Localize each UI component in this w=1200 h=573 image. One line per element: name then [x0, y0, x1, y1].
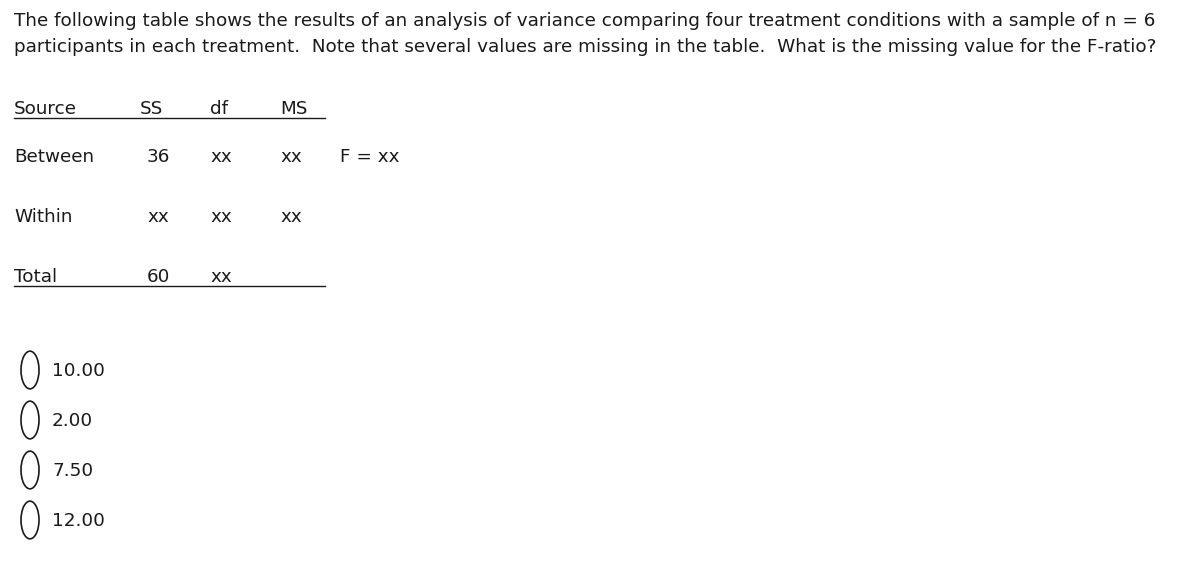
Text: Between: Between — [14, 148, 94, 166]
Text: Total: Total — [14, 268, 58, 286]
Text: F = xx: F = xx — [340, 148, 400, 166]
Text: xx: xx — [210, 208, 232, 226]
Text: 12.00: 12.00 — [52, 512, 104, 530]
Text: Source: Source — [14, 100, 77, 118]
Text: xx: xx — [280, 148, 301, 166]
Text: df: df — [210, 100, 228, 118]
Text: 60: 60 — [148, 268, 170, 286]
Text: The following table shows the results of an analysis of variance comparing four : The following table shows the results of… — [14, 12, 1156, 30]
Text: 7.50: 7.50 — [52, 462, 94, 480]
Text: 10.00: 10.00 — [52, 362, 104, 380]
Text: SS: SS — [140, 100, 163, 118]
Text: MS: MS — [280, 100, 307, 118]
Text: xx: xx — [280, 208, 301, 226]
Text: xx: xx — [148, 208, 169, 226]
Text: 36: 36 — [148, 148, 170, 166]
Text: Within: Within — [14, 208, 72, 226]
Text: xx: xx — [210, 268, 232, 286]
Text: xx: xx — [210, 148, 232, 166]
Text: participants in each treatment.  Note that several values are missing in the tab: participants in each treatment. Note tha… — [14, 38, 1157, 56]
Text: 2.00: 2.00 — [52, 412, 94, 430]
